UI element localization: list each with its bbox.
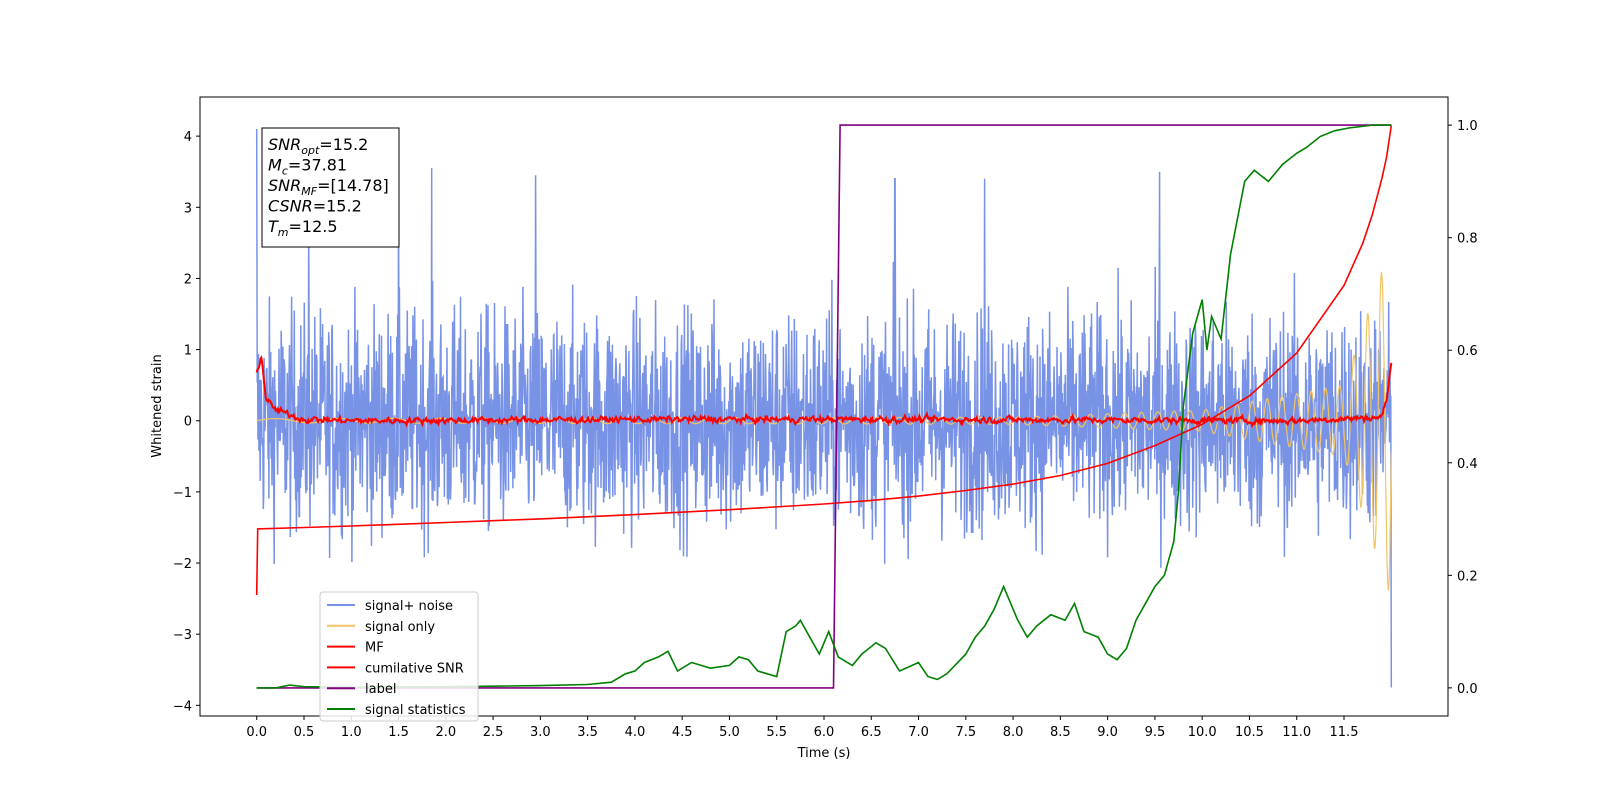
y-tick-label: −4 (173, 699, 192, 714)
series-mf (255, 355, 1393, 429)
x-tick-label: 10.5 (1235, 725, 1264, 740)
series-signal-noise (255, 128, 1393, 688)
x-tick-label: 5.5 (766, 725, 787, 740)
annotation-line: CSNR=15.2 (268, 197, 362, 216)
y-axis-right: 1.0 0.8 0.6 0.4 0.2 0.0 (1448, 119, 1478, 697)
series-signal-statistics (256, 124, 1392, 689)
x-tick-label: 1.5 (388, 725, 409, 740)
annotation-box: SNRopt=15.2Mc=37.81SNRMF=[14.78]CSNR=15.… (261, 127, 400, 248)
x-axis-label: Time (s) (797, 746, 851, 761)
x-tick-label: 8.5 (1050, 725, 1071, 740)
series-label (256, 124, 1392, 689)
y2-tick-label: 0.4 (1457, 457, 1478, 472)
y-tick-label: 4 (184, 130, 192, 145)
x-tick-label: 4.5 (672, 725, 693, 740)
x-tick-label: 6.5 (861, 725, 882, 740)
x-tick-label: 2.0 (435, 725, 456, 740)
x-tick-label: 6.0 (814, 725, 835, 740)
x-tick-label: 4.0 (625, 725, 646, 740)
annotation-box-frame (261, 127, 400, 248)
legend-label: MF (365, 641, 384, 656)
annotation-line: Mc=37.81 (268, 156, 347, 178)
y-tick-label: −2 (173, 557, 192, 572)
legend: signal+ noise signal only MF cumilative SNR… (319, 591, 479, 722)
y-tick-label: −3 (173, 628, 192, 643)
legend-label: label (365, 682, 396, 697)
y2-tick-label: 0.8 (1457, 232, 1478, 247)
annotation-line: SNRopt=15.2 (268, 135, 368, 157)
x-tick-label: 8.0 (1003, 725, 1024, 740)
x-tick-label: 1.0 (341, 725, 362, 740)
x-tick-label: 11.5 (1330, 725, 1359, 740)
x-tick-label: 7.5 (955, 725, 976, 740)
series-cumilative-snr (255, 125, 1393, 596)
legend-label: cumilative SNR (365, 661, 464, 676)
y-tick-label: 1 (184, 344, 192, 359)
x-tick-label: 10.0 (1188, 725, 1217, 740)
y-tick-label: −1 (173, 486, 192, 501)
x-tick-label: 9.5 (1145, 725, 1166, 740)
x-axis: 0.0 0.5 1.0 1.5 2.0 2.5 3.0 3.5 4.0 4.5 5.0 5.5 6.0 6… (246, 716, 1358, 740)
y-axis-left: 4 3 2 1 0 −1 −2 −3 −4 (173, 130, 200, 714)
legend-label: signal statistics (365, 703, 466, 718)
x-tick-label: 9.0 (1097, 725, 1118, 740)
y-tick-label: 0 (184, 415, 192, 430)
legend-label: signal only (365, 620, 435, 635)
y-axis-label: Whitened strain (150, 354, 165, 457)
annotation-line: SNRMF=[14.78] (268, 176, 389, 198)
series-layer (255, 124, 1393, 689)
legend-frame (319, 591, 479, 722)
x-tick-label: 3.0 (530, 725, 551, 740)
x-tick-label: 11.0 (1282, 725, 1311, 740)
y2-tick-label: 0.2 (1457, 569, 1478, 584)
annotation-line: Tm=12.5 (268, 217, 338, 239)
x-tick-label: 2.5 (483, 725, 504, 740)
y-tick-label: 3 (184, 201, 192, 216)
x-tick-label: 0.5 (294, 725, 315, 740)
y2-tick-label: 0.0 (1457, 682, 1478, 697)
y-tick-label: 2 (184, 272, 192, 287)
x-tick-label: 5.0 (719, 725, 740, 740)
x-tick-label: 0.0 (246, 725, 267, 740)
y2-tick-label: 1.0 (1457, 119, 1478, 134)
x-tick-label: 3.5 (577, 725, 598, 740)
legend-label: signal+ noise (365, 599, 453, 614)
x-tick-label: 7.0 (908, 725, 929, 740)
y2-tick-label: 0.6 (1457, 344, 1478, 359)
